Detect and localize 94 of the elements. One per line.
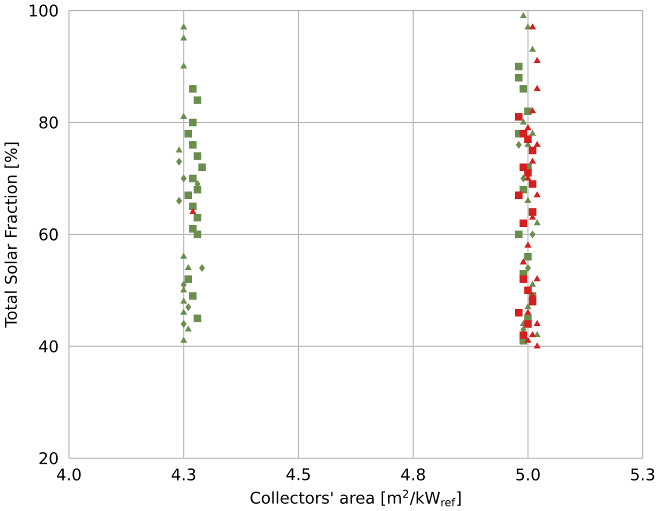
point [515,113,523,121]
point [525,264,531,272]
point [524,124,532,130]
point [515,192,523,200]
point [184,130,192,138]
point [189,174,197,182]
x-tick-label: 5.0 [516,468,540,481]
point [520,275,528,284]
point [180,113,187,119]
point [180,174,187,182]
point [184,264,192,270]
point [534,342,540,348]
point [520,85,528,93]
point [529,46,536,52]
point [194,186,202,194]
point [530,230,536,238]
point [199,264,205,272]
point [529,108,536,114]
point [184,275,192,284]
point [524,286,532,294]
point [528,298,536,306]
point [524,303,532,310]
point [524,136,532,144]
point [515,62,523,70]
point [184,192,192,200]
x-tick-label: 4.0 [56,468,81,481]
point [194,152,202,160]
point [176,158,182,166]
point [524,309,532,315]
point [520,220,528,228]
point [189,85,197,93]
point [534,320,540,326]
point [520,174,526,182]
point [185,303,192,311]
point [534,275,540,282]
point [176,146,182,153]
point [524,253,532,261]
point [180,281,187,289]
point [180,34,187,41]
point [534,192,540,198]
point [524,169,532,177]
point [194,214,202,222]
point [528,180,536,188]
point [516,141,522,149]
point [520,118,527,125]
y-tick-label: 20 [39,452,58,464]
point [515,230,523,238]
point [189,292,197,300]
point [180,298,187,304]
point [520,12,527,18]
point [184,326,192,332]
y-tick-label: 80 [39,116,58,129]
point [534,141,540,147]
point [180,24,187,30]
point [194,314,202,322]
point [180,309,187,315]
x-tick-label: 4.5 [286,468,310,480]
x-axis-title: Collectors' area [m$^{2}$/kW$_{ref}$] [250,490,461,506]
point [176,197,182,205]
point [520,331,528,339]
point [528,146,536,154]
point [529,130,536,136]
x-tick-label: 4.3 [172,468,196,481]
point [529,158,536,164]
point [515,309,523,317]
point [180,286,187,292]
point [534,220,540,226]
y-tick-label: 40 [39,340,58,353]
point [190,208,196,214]
point [524,320,532,328]
x-tick-label: 5.3 [631,468,654,481]
point [194,96,202,104]
point [198,164,206,172]
x-tick-label: 4.8 [401,468,425,481]
point [189,202,197,210]
point [189,141,197,149]
point [180,253,187,259]
point [529,281,536,287]
point [534,85,540,92]
point [534,57,540,64]
point [515,74,523,82]
point [529,331,536,338]
y-tick-label: 100 [30,4,58,17]
point [524,337,532,343]
point [194,230,202,238]
y-axis-title: Total Solar Fraction [%] [4,142,19,328]
point [529,24,536,30]
y-tick-label: 60 [39,228,58,241]
point [180,320,187,328]
point [189,118,197,126]
point [524,24,532,30]
point [180,337,187,343]
point [524,197,532,203]
point [180,62,187,69]
